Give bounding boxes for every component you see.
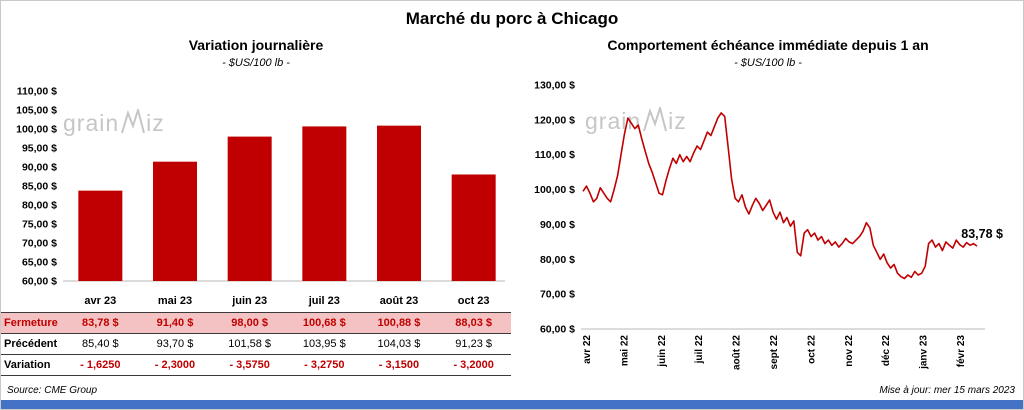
line-chart-subtitle: - $US/100 lb - <box>734 57 802 69</box>
watermark-text-post: iz <box>668 108 687 134</box>
value-cell: 104,03 $ <box>361 333 437 355</box>
month-header: août 23 <box>361 291 437 313</box>
bar-y-tick-label: 95,00 $ <box>22 143 57 155</box>
month-header: juil 23 <box>286 291 362 313</box>
row-label: Précédent <box>1 333 63 355</box>
bar-y-tick-label: 70,00 $ <box>22 238 57 250</box>
update-note: Mise à jour: mer 15 mars 2023 <box>879 385 1015 396</box>
grainwiz-watermark: grain iz <box>63 109 165 135</box>
value-cell: - 3,2000 <box>436 354 511 376</box>
line-x-tick-label: janv 23 <box>919 335 930 370</box>
line-x-tick-label: juil 22 <box>694 335 705 365</box>
month-header: mai 23 <box>137 291 213 313</box>
value-cell: 100,88 $ <box>361 312 437 334</box>
bar-chart: 110,00 $ 105,00 $ 100,00 $ 95,00 $ 90,00 $ 85… <box>16 86 505 288</box>
line-x-tick-label: oct 22 <box>806 335 817 364</box>
month-header: juin 23 <box>212 291 287 313</box>
value-cell: 83,78 $ <box>63 312 138 334</box>
page-title: Marché du porc à Chicago <box>405 9 619 28</box>
last-price-label: 83,78 $ <box>961 227 1003 241</box>
line-x-tick-label: avr 22 <box>582 335 593 364</box>
line-y-tick-label: 90,00 $ <box>540 219 575 231</box>
line-x-tick-label: sept 22 <box>769 335 780 370</box>
bar-mai-23 <box>153 161 197 281</box>
bar-chart-title: Variation journalière <box>188 37 324 53</box>
watermark-text-pre: grain <box>63 110 120 136</box>
row-label: Variation <box>1 354 63 376</box>
bar-y-tick-label: 110,00 $ <box>17 86 57 98</box>
bar-y-tick-label: 90,00 $ <box>22 162 57 174</box>
month-header: avr 23 <box>63 291 138 313</box>
month-header: oct 23 <box>436 291 511 313</box>
line-x-tick-label: juin 22 <box>657 335 668 368</box>
line-x-tick-label: nov 22 <box>844 335 855 367</box>
value-cell: 91,40 $ <box>137 312 213 334</box>
daily-variation-panel: Variation journalière - $US/100 lb - gra… <box>1 35 511 397</box>
line-y-tick-label: 100,00 $ <box>534 184 575 196</box>
table-row-fermeture: Fermeture 83,78 $91,40 $98,00 $100,68 $10… <box>1 312 511 334</box>
line-y-tick-label: 80,00 $ <box>540 254 575 266</box>
line-x-tick-label: mai 22 <box>619 335 630 367</box>
bar-y-tick-label: 85,00 $ <box>22 181 57 193</box>
line-x-tick-label: févr 23 <box>956 335 967 368</box>
watermark-text-post: iz <box>146 110 165 136</box>
price-line <box>582 112 978 280</box>
value-cell: 91,23 $ <box>436 333 511 355</box>
bar-y-tick-label: 100,00 $ <box>16 124 57 136</box>
line-chart: 130,00 $ 120,00 $ 110,00 $ 100,00 $ 90,00 $ 8… <box>534 80 1003 371</box>
value-cell: 93,70 $ <box>137 333 213 355</box>
value-cell: 88,03 $ <box>436 312 511 334</box>
bar-avr-23 <box>78 190 123 281</box>
bar-août-23 <box>377 125 421 281</box>
bar-juin-23 <box>227 136 272 281</box>
table-row-précédent: Précédent 85,40 $93,70 $101,58 $103,95 $1… <box>1 333 511 355</box>
zigzag-w-icon <box>121 109 146 134</box>
line-chart-title: Comportement échéance immédiate depuis 1… <box>607 37 929 53</box>
value-cell: 98,00 $ <box>212 312 287 334</box>
value-cell: 100,68 $ <box>286 312 362 334</box>
table-header-row: avr 23 mai 23 juin 23 juil 23 août 23 oct 23 <box>1 291 511 313</box>
bar-y-tick-label: 80,00 $ <box>22 200 57 212</box>
value-cell: 101,58 $ <box>212 333 287 355</box>
value-cell: - 3,2750 <box>286 354 362 376</box>
bar-y-tick-label: 65,00 $ <box>22 257 57 269</box>
row-label: Fermeture <box>1 312 63 334</box>
bar-y-tick-label: 105,00 $ <box>16 105 57 117</box>
source-note: Source: CME Group <box>7 385 98 396</box>
table-row-variation: Variation - 1,6250- 2,3000- 3,5750- 3,275… <box>1 354 511 376</box>
value-cell: - 3,5750 <box>212 354 287 376</box>
line-y-tick-label: 110,00 $ <box>535 149 575 161</box>
bar-oct-23 <box>451 174 496 281</box>
bar-y-tick-label: 60,00 $ <box>22 276 57 288</box>
line-y-tick-label: 120,00 $ <box>534 114 575 126</box>
value-cell: - 1,6250 <box>63 354 138 376</box>
zigzag-w-icon <box>643 107 668 132</box>
price-table: avr 23 mai 23 juin 23 juil 23 août 23 oct 23 … <box>1 291 511 376</box>
bar-juil-23 <box>302 126 347 281</box>
value-cell: 85,40 $ <box>63 333 138 355</box>
bottom-accent-bar <box>1 400 1023 409</box>
one-year-trend-panel: Comportement échéance immédiate depuis 1… <box>511 35 1023 397</box>
value-cell: - 3,1500 <box>361 354 437 376</box>
line-x-tick-label: août 22 <box>732 335 743 370</box>
table-corner-cell <box>1 291 63 313</box>
bar-y-tick-label: 75,00 $ <box>22 219 57 231</box>
line-y-tick-label: 130,00 $ <box>534 80 575 92</box>
line-y-tick-label: 60,00 $ <box>540 324 575 336</box>
value-cell: 103,95 $ <box>286 333 362 355</box>
value-cell: - 2,3000 <box>137 354 213 376</box>
line-x-tick-label: déc 22 <box>881 335 892 367</box>
bar-chart-subtitle: - $US/100 lb - <box>222 57 290 69</box>
line-y-tick-label: 70,00 $ <box>540 289 575 301</box>
